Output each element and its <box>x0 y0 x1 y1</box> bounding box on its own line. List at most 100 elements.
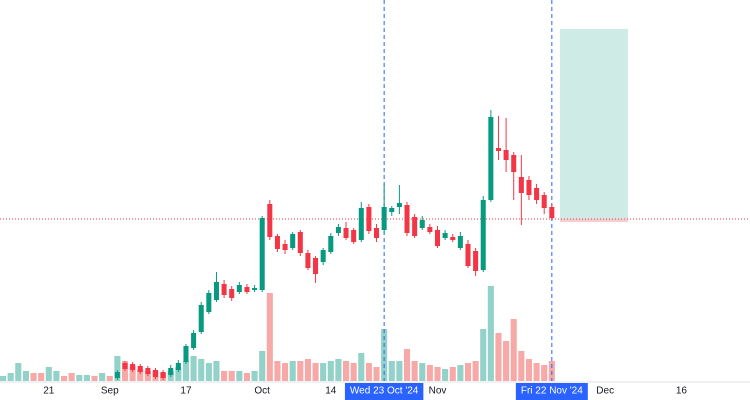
volume-bar <box>22 371 29 381</box>
volume-bar <box>236 371 243 381</box>
volume-bar <box>228 371 235 381</box>
volume-bar <box>213 361 220 381</box>
volume-bar <box>266 293 273 381</box>
volume-bar <box>434 367 441 381</box>
volume-bar <box>457 365 464 381</box>
volume-bar <box>175 367 182 381</box>
x-tick-label: Oct <box>254 386 270 397</box>
range-tool <box>560 29 628 222</box>
candle-body <box>366 207 372 231</box>
volume-bar <box>304 359 311 381</box>
volume-bar <box>289 361 296 381</box>
volume-bar <box>83 375 90 381</box>
candle-body <box>534 188 540 200</box>
candle-body <box>191 333 197 348</box>
volume-bar <box>503 341 510 381</box>
candle-body <box>457 236 463 248</box>
volume-bar <box>480 329 487 381</box>
volume-bar <box>114 356 121 381</box>
candle-body <box>526 180 532 195</box>
volume-bar <box>411 361 418 381</box>
volume-bar <box>464 363 472 381</box>
candle-body <box>282 244 288 250</box>
candle-body <box>419 220 425 228</box>
candle-body <box>198 305 204 332</box>
candle-body <box>244 287 250 292</box>
volume-bar <box>327 361 334 381</box>
candle-body <box>465 244 471 266</box>
volume-bar <box>365 363 372 381</box>
x-tick-highlight-bg <box>515 383 588 400</box>
candle-body <box>396 203 402 207</box>
volume-bar <box>525 359 533 381</box>
range-loss-box <box>560 219 628 222</box>
candle-body <box>122 363 128 369</box>
x-tick-label: 16 <box>676 386 688 397</box>
volume-bar <box>243 373 250 381</box>
volume-bar <box>442 369 449 381</box>
candle-body <box>495 148 501 151</box>
candle-body <box>229 289 235 298</box>
volume-bar <box>251 371 258 381</box>
volume-bar <box>533 363 540 381</box>
volume-bar <box>358 353 365 381</box>
volume-bar <box>510 319 517 381</box>
volume-bar <box>60 376 68 381</box>
volume-bar <box>68 373 75 381</box>
volume-bar <box>259 351 266 381</box>
volume-bar <box>282 363 289 381</box>
volume-bar <box>350 363 357 381</box>
x-tick-highlight-bg <box>344 383 424 400</box>
x-tick-label: 14 <box>325 386 337 397</box>
volume-bar <box>274 361 281 381</box>
x-tick-label-highlight: Fri 22 Nov '24 <box>521 386 583 397</box>
volume-bar <box>190 356 197 381</box>
candle-body <box>152 370 159 377</box>
volume-bar <box>335 359 342 381</box>
volume-bar <box>129 366 136 381</box>
volume-bar <box>449 367 456 381</box>
candle-body <box>160 372 166 378</box>
candle-body <box>168 368 174 375</box>
candle-body <box>290 234 296 248</box>
candle-body <box>328 236 334 252</box>
candle-body <box>412 217 418 236</box>
x-tick-label: 17 <box>180 386 192 397</box>
candle-body <box>183 346 189 362</box>
volume-bar <box>312 363 319 381</box>
candle-body <box>351 230 357 242</box>
volume-bar <box>487 286 494 381</box>
range-profit-box <box>560 29 628 219</box>
candle-body <box>343 228 349 238</box>
candle-body <box>206 293 212 312</box>
candle-body <box>305 253 311 268</box>
x-tick-label: Sep <box>101 386 119 397</box>
volume-bar <box>38 373 45 381</box>
candle-body <box>480 200 486 270</box>
volume-bar <box>53 371 60 381</box>
volume-bar <box>30 373 37 381</box>
candle-body <box>488 117 494 200</box>
volume-bar <box>91 376 98 381</box>
volume-bar <box>373 367 380 381</box>
candle-body <box>518 177 524 193</box>
volume-bar <box>137 369 144 381</box>
candle-body <box>358 208 364 240</box>
volume-bar <box>205 363 212 381</box>
volume-bar <box>419 363 426 381</box>
volume-bar <box>518 351 525 381</box>
candle-body <box>374 228 380 238</box>
volume-bar <box>495 333 502 381</box>
candle-body <box>335 227 341 233</box>
candle-body <box>434 230 441 246</box>
volume-bar <box>403 349 411 381</box>
candle-body <box>297 232 303 253</box>
candle-body <box>503 150 509 160</box>
candle-body <box>175 363 181 370</box>
volume-bar <box>7 373 14 381</box>
volume-bar <box>106 376 113 381</box>
candle-body <box>130 364 136 370</box>
candle-body <box>549 207 555 218</box>
